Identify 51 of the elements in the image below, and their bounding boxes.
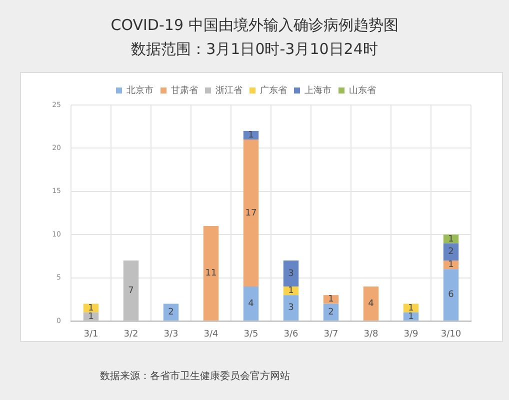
bar	[323, 304, 339, 320]
bar	[443, 243, 459, 261]
data-label: 7	[128, 286, 134, 296]
data-label: 3	[288, 303, 294, 314]
legend-label: 北京市	[126, 84, 154, 96]
legend-label: 山东省	[349, 84, 376, 96]
x-tick-label: 3/8	[364, 330, 379, 340]
bar	[363, 286, 379, 320]
legend-label: 甘肃省	[171, 84, 198, 96]
data-label: 1	[328, 294, 334, 305]
bar	[243, 140, 259, 286]
bar	[283, 260, 299, 286]
data-label: 1	[408, 312, 414, 322]
data-label: 11	[205, 268, 217, 279]
legend-label: 广东省	[260, 84, 287, 96]
x-tick-label: 3/1	[84, 330, 98, 340]
bar	[403, 304, 419, 312]
bar	[443, 269, 459, 320]
data-label: 17	[245, 208, 257, 218]
x-tick-label: 3/6	[284, 330, 299, 340]
source-note: 数据来源：各省市卫生健康委员会官方网站	[100, 370, 290, 383]
data-label: 1	[448, 260, 454, 270]
bar	[83, 304, 99, 312]
data-label: 4	[248, 298, 254, 309]
x-tick-label: 3/3	[164, 330, 178, 340]
x-tick-label: 3/9	[404, 330, 419, 340]
data-label: 2	[168, 307, 174, 318]
x-tick-label: 3/4	[204, 330, 219, 340]
data-label: 1	[448, 234, 454, 244]
data-label: 1	[88, 303, 94, 314]
legend-label: 上海市	[304, 84, 332, 96]
bar	[243, 286, 259, 320]
bar	[283, 295, 299, 320]
x-tick-label: 3/10	[440, 330, 462, 340]
x-tick-label: 3/7	[324, 330, 338, 340]
data-label: 6	[448, 290, 454, 300]
data-label: 1	[408, 303, 414, 314]
bar	[163, 304, 179, 320]
x-tick-label: 3/2	[124, 330, 138, 340]
legend-label: 浙江省	[216, 84, 242, 96]
bar	[203, 226, 219, 320]
data-label: 3	[288, 268, 294, 279]
chart-subtitle: 数据范围：3月1日0时-3月10日24时	[130, 40, 379, 59]
chart-title: COVID-19 中国由境外输入确诊病例趋势图	[110, 16, 400, 35]
data-label: 1	[88, 312, 94, 322]
data-label: 2	[448, 247, 454, 258]
data-label: 1	[248, 130, 254, 141]
data-label: 4	[368, 298, 374, 309]
data-label: 1	[288, 286, 294, 296]
data-label: 2	[328, 307, 334, 318]
x-tick-label: 3/5	[244, 330, 258, 340]
